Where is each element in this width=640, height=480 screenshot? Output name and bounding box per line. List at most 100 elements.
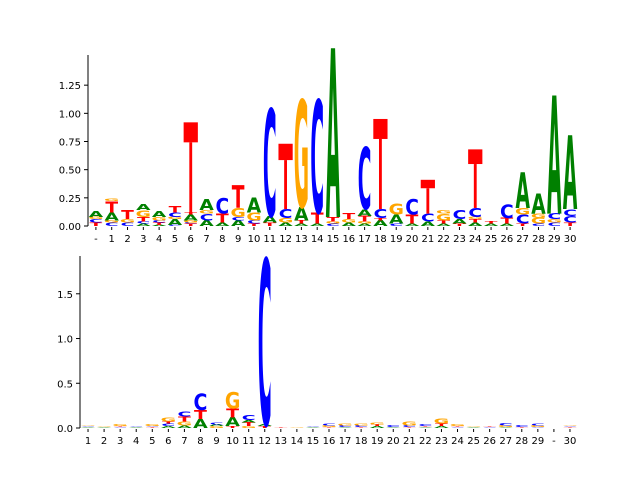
logo-letter-a: A xyxy=(357,223,372,226)
x-tick-label: 27 xyxy=(499,436,512,447)
x-tick-label: 19 xyxy=(371,436,384,447)
logo-letter-c: C xyxy=(161,423,175,427)
x-tick-label: 24 xyxy=(451,436,464,447)
logo-letter-c: C xyxy=(547,213,561,222)
x-tick-label: 20 xyxy=(387,436,400,447)
x-tick-label: 3 xyxy=(140,234,146,245)
logo-letter-a: A xyxy=(193,416,208,431)
logo-letter-t: T xyxy=(311,210,324,228)
x-tick-label: 30 xyxy=(564,436,577,447)
x-tick-label: 8 xyxy=(197,436,203,447)
logo-letter-a: A xyxy=(547,65,561,253)
logo-letter-a: A xyxy=(386,427,402,428)
logo-letter-t: T xyxy=(121,208,134,223)
logo-letter-g: G xyxy=(289,427,305,428)
logo-letter-g: G xyxy=(321,425,337,428)
logo-letter-t: T xyxy=(162,421,176,424)
logo-letter-c: C xyxy=(532,223,546,226)
logo-letter-c: C xyxy=(483,427,497,428)
logo-letter-a: A xyxy=(97,427,113,428)
x-tick-label: 15 xyxy=(307,436,320,447)
logo-letter-c: C xyxy=(129,426,143,427)
logo-letter-g: G xyxy=(136,209,151,220)
logo-letter-a: A xyxy=(263,214,278,225)
logo-letter-g: G xyxy=(369,422,385,425)
logo-letter-g: G xyxy=(104,220,119,223)
logo-letter-t xyxy=(373,118,388,139)
logo-letter-a: A xyxy=(81,427,97,428)
logo-letter-g: G xyxy=(199,210,214,215)
logo-letter-g: G xyxy=(241,426,257,429)
logo-letter-g: G xyxy=(337,423,353,426)
logo-letter-g: G xyxy=(151,216,166,221)
x-tick-label: 14 xyxy=(291,436,304,447)
logo-letter-t: T xyxy=(232,180,245,216)
logo-letter-c: C xyxy=(405,194,419,220)
x-tick-label: 17 xyxy=(339,436,352,447)
x-tick-label: 3 xyxy=(117,436,123,447)
logo-letter-c: C xyxy=(263,80,277,251)
x-tick-label: - xyxy=(552,436,556,447)
x-tick-label: 23 xyxy=(435,436,448,447)
logo-letter-c: C xyxy=(374,206,388,221)
logo-letter-a: A xyxy=(209,424,224,427)
logo-letter-g: G xyxy=(436,212,451,223)
logo-letter-c: C xyxy=(310,69,324,249)
x-tick-label: 26 xyxy=(483,436,496,447)
logo-letter-t: T xyxy=(90,222,104,227)
logo-letter-a: A xyxy=(168,218,182,227)
logo-letter-g: G xyxy=(120,219,135,224)
logo-letter-a: A xyxy=(563,117,577,234)
logo-letter-c: C xyxy=(200,212,214,223)
logo-letter-t: T xyxy=(184,212,198,215)
logo-letter-c: C xyxy=(418,424,432,427)
logo-letter-t: T xyxy=(342,213,355,222)
logo-letter-t: T xyxy=(295,220,309,225)
logo-letter-a: A xyxy=(152,210,166,219)
logo-letter-c: C xyxy=(563,214,577,225)
logo-letter-t xyxy=(278,143,293,161)
logo-letter-g: G xyxy=(436,210,451,215)
logo-letter-g: G xyxy=(325,221,340,224)
y-tick-label: 0.75 xyxy=(59,138,81,149)
logo-letter-c: C xyxy=(177,410,191,418)
logo-letter-c: C xyxy=(421,212,435,225)
logo-letter-a: A xyxy=(434,426,449,429)
logo-letter-c: C xyxy=(210,422,224,425)
x-tick-label: 7 xyxy=(181,436,187,447)
logo-letter-a: A xyxy=(225,415,240,430)
x-tick-label: 12 xyxy=(258,436,271,447)
logo-letter-t: T xyxy=(437,220,451,225)
logo-letter-g: G xyxy=(278,217,293,224)
logo-letter-t: T xyxy=(105,199,118,217)
logo-letter-a: A xyxy=(452,218,467,225)
logo-letter-g: G xyxy=(531,213,546,220)
logo-letter-t: T xyxy=(137,216,150,223)
y-tick-label: 0.00 xyxy=(59,222,81,233)
logo-letter-t: T xyxy=(355,427,369,428)
logo-letter-g: G xyxy=(112,424,128,427)
logo-letter-c: C xyxy=(242,414,256,422)
logo-letter-g: G xyxy=(183,220,198,223)
logo-letter-a: A xyxy=(199,220,213,229)
x-tick-label: 16 xyxy=(342,234,355,245)
logo-letter-g: G xyxy=(531,217,546,226)
logo-letter-a: A xyxy=(129,427,145,428)
logo-letter-t: T xyxy=(274,427,288,428)
logo-letter-g: G xyxy=(294,71,309,242)
x-tick-label: 28 xyxy=(532,234,545,245)
logo-letter-c: C xyxy=(152,220,166,223)
logo-letter-c: C xyxy=(500,202,514,223)
logo-letter-g: G xyxy=(434,417,450,425)
x-tick-label: 25 xyxy=(467,436,480,447)
logo-letter-g: G xyxy=(231,205,246,220)
y-tick-label: 0.50 xyxy=(59,166,81,177)
logo-letter-c: C xyxy=(499,422,513,426)
logo-letter-a: A xyxy=(466,427,482,428)
logo-letter-c: C xyxy=(326,223,340,226)
x-tick-label: 2 xyxy=(124,234,130,245)
logo-letter-a: A xyxy=(370,426,385,429)
logo-letter-c: C xyxy=(168,212,182,219)
x-tick-label: 21 xyxy=(421,234,434,245)
logo-letter-g: G xyxy=(167,217,182,220)
